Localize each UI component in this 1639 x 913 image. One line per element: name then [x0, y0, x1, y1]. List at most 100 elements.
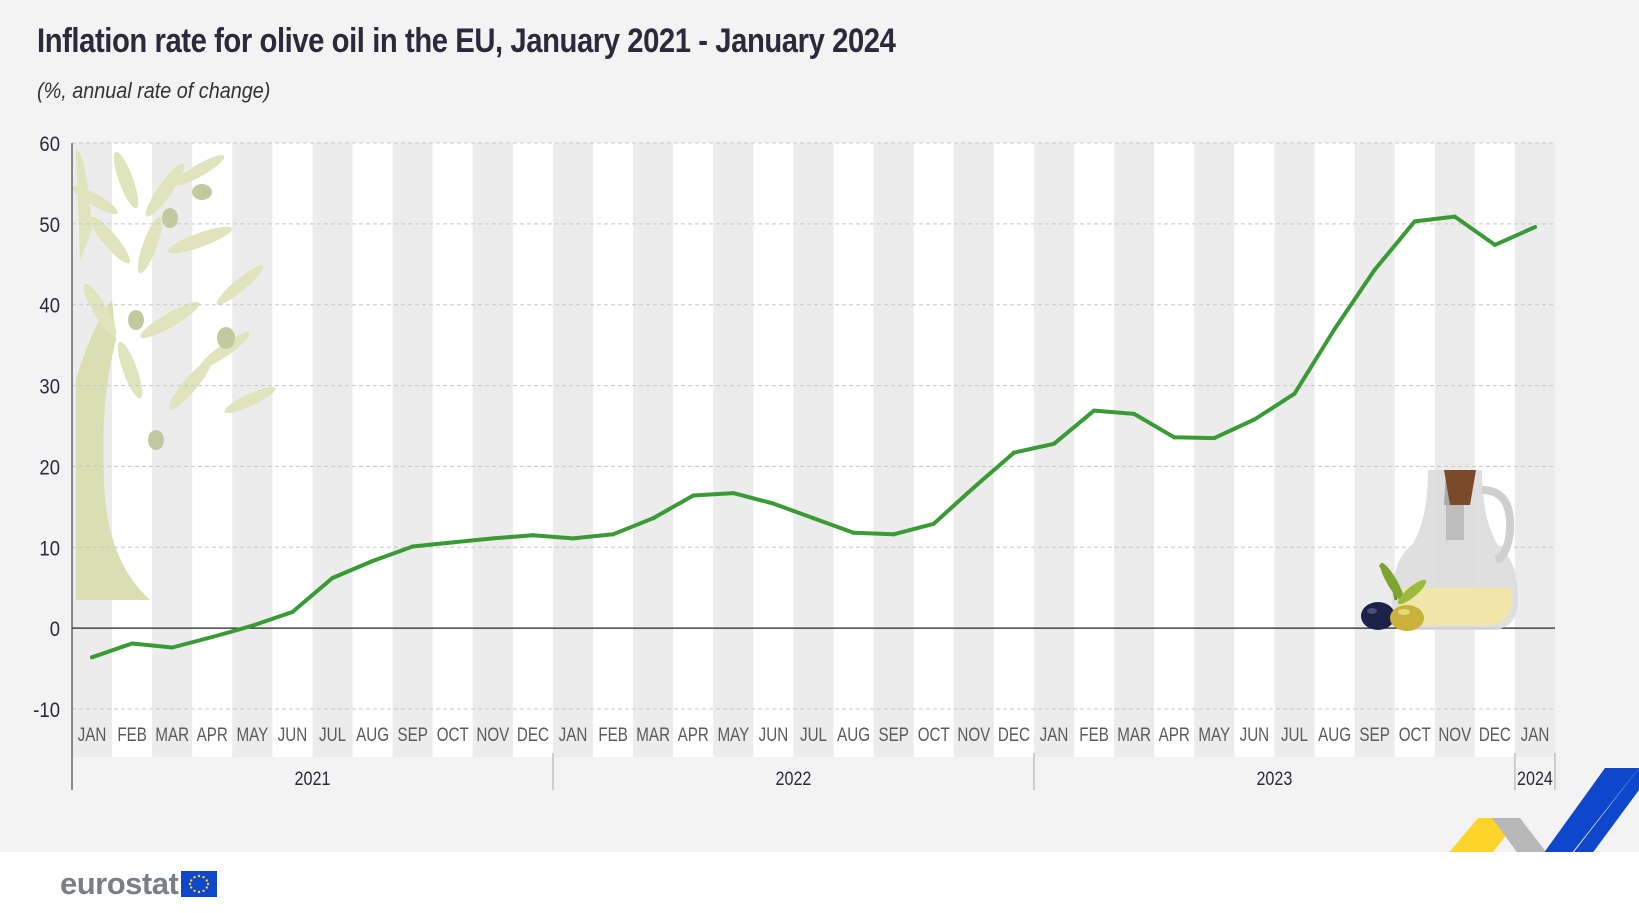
column-stripe [1194, 143, 1235, 757]
eu-flag-icon [181, 871, 218, 897]
data-point [490, 536, 495, 541]
x-tick-label: MAR [155, 723, 189, 745]
y-tick-label: 40 [39, 295, 60, 318]
x-tick-label: OCT [918, 723, 950, 745]
data-point [210, 635, 215, 640]
y-tick-label: 60 [39, 133, 60, 156]
year-label: 2021 [295, 768, 331, 790]
x-tick-label: MAY [1198, 723, 1230, 745]
y-tick-label: 50 [39, 214, 60, 237]
x-tick-label: MAR [1117, 723, 1151, 745]
data-point [170, 645, 175, 650]
x-tick-label: SEP [397, 723, 427, 745]
data-point [1372, 267, 1377, 272]
data-point [410, 544, 415, 549]
column-stripe [753, 143, 794, 757]
data-point [450, 540, 455, 545]
eurostat-logo[interactable]: eurostat [60, 866, 218, 902]
x-tick-label: NOV [476, 723, 509, 745]
column-stripe [833, 143, 874, 757]
column-stripe [1514, 143, 1555, 757]
column-stripe [1274, 143, 1315, 757]
data-point [691, 493, 696, 498]
column-stripe [633, 143, 674, 757]
x-tick-label: AUG [837, 723, 870, 745]
x-tick-label: APR [1159, 723, 1190, 745]
data-point [771, 501, 776, 506]
data-point [611, 532, 616, 537]
footer [0, 852, 1639, 913]
x-tick-label: JUL [319, 723, 346, 745]
data-point [1492, 242, 1497, 247]
data-point [90, 655, 95, 660]
data-point [530, 533, 535, 538]
data-point [571, 536, 576, 541]
data-point [1132, 411, 1137, 416]
data-point [1252, 417, 1257, 422]
column-stripe [512, 143, 553, 757]
column-stripe [552, 143, 594, 757]
x-tick-label: MAR [636, 723, 670, 745]
data-point [811, 516, 816, 521]
y-axis-ticks: -10 0 10 20 30 40 50 60 [33, 133, 60, 722]
x-tick-label: AUG [1318, 723, 1351, 745]
data-point [1092, 408, 1097, 413]
x-tick-label: JUN [759, 723, 789, 745]
olive-oil-jug-illustration [1361, 470, 1518, 631]
x-tick-label: MAY [236, 723, 268, 745]
column-stripe [673, 143, 714, 757]
x-tick-label: OCT [1399, 723, 1431, 745]
column-stripe [1434, 143, 1475, 757]
data-point [1292, 391, 1297, 396]
column-stripe [272, 143, 313, 757]
series-layer [90, 214, 1537, 660]
x-tick-label: JAN [1040, 723, 1069, 745]
column-stripe [352, 143, 393, 757]
data-point [731, 491, 736, 496]
x-tick-label: FEB [1079, 723, 1109, 745]
data-point [290, 609, 295, 614]
column-stripe [112, 143, 153, 757]
x-tick-label: JAN [78, 723, 107, 745]
column-stripe [472, 143, 513, 757]
x-tick-label: JUN [278, 723, 308, 745]
data-point [891, 532, 896, 537]
column-stripe [1354, 143, 1395, 757]
column-stripe [1154, 143, 1195, 757]
x-axis-month-labels: JAN FEB MAR APR MAY JUN JUL AUG SEP OCT NOV DEC JAN F… [78, 723, 1550, 745]
year-label: 2022 [775, 768, 811, 790]
column-stripe [1314, 143, 1355, 757]
x-tick-label: DEC [998, 723, 1030, 745]
data-point [1051, 441, 1056, 446]
data-point [651, 516, 656, 521]
chart-subtitle: (%, annual rate of change) [37, 78, 271, 103]
data-point [1532, 225, 1537, 230]
column-stripe [593, 143, 634, 757]
column-stripe [1114, 143, 1155, 757]
y-tick-label: -10 [33, 699, 60, 722]
column-stripe [713, 143, 754, 757]
column-stripe [312, 143, 353, 757]
x-tick-label: APR [197, 723, 228, 745]
x-tick-label: JAN [559, 723, 588, 745]
eurostat-logo-text: eurostat [60, 866, 179, 901]
gridlines [72, 142, 1555, 710]
x-tick-label: FEB [598, 723, 628, 745]
x-tick-label: JUL [800, 723, 827, 745]
x-tick-label: DEC [1479, 723, 1511, 745]
x-tick-label: NOV [957, 723, 990, 745]
column-stripe [1074, 143, 1115, 757]
chart-title: Inflation rate for olive oil in the EU, … [37, 22, 896, 60]
axes [71, 143, 1555, 790]
data-point [250, 623, 255, 628]
column-stripe [913, 143, 954, 757]
y-tick-label: 10 [39, 537, 60, 560]
x-tick-label: NOV [1438, 723, 1471, 745]
column-stripe [232, 143, 273, 757]
data-point [1172, 435, 1177, 440]
column-stripe [432, 143, 473, 757]
data-point [1452, 214, 1457, 219]
x-tick-label: JAN [1521, 723, 1550, 745]
data-point [1011, 450, 1016, 455]
